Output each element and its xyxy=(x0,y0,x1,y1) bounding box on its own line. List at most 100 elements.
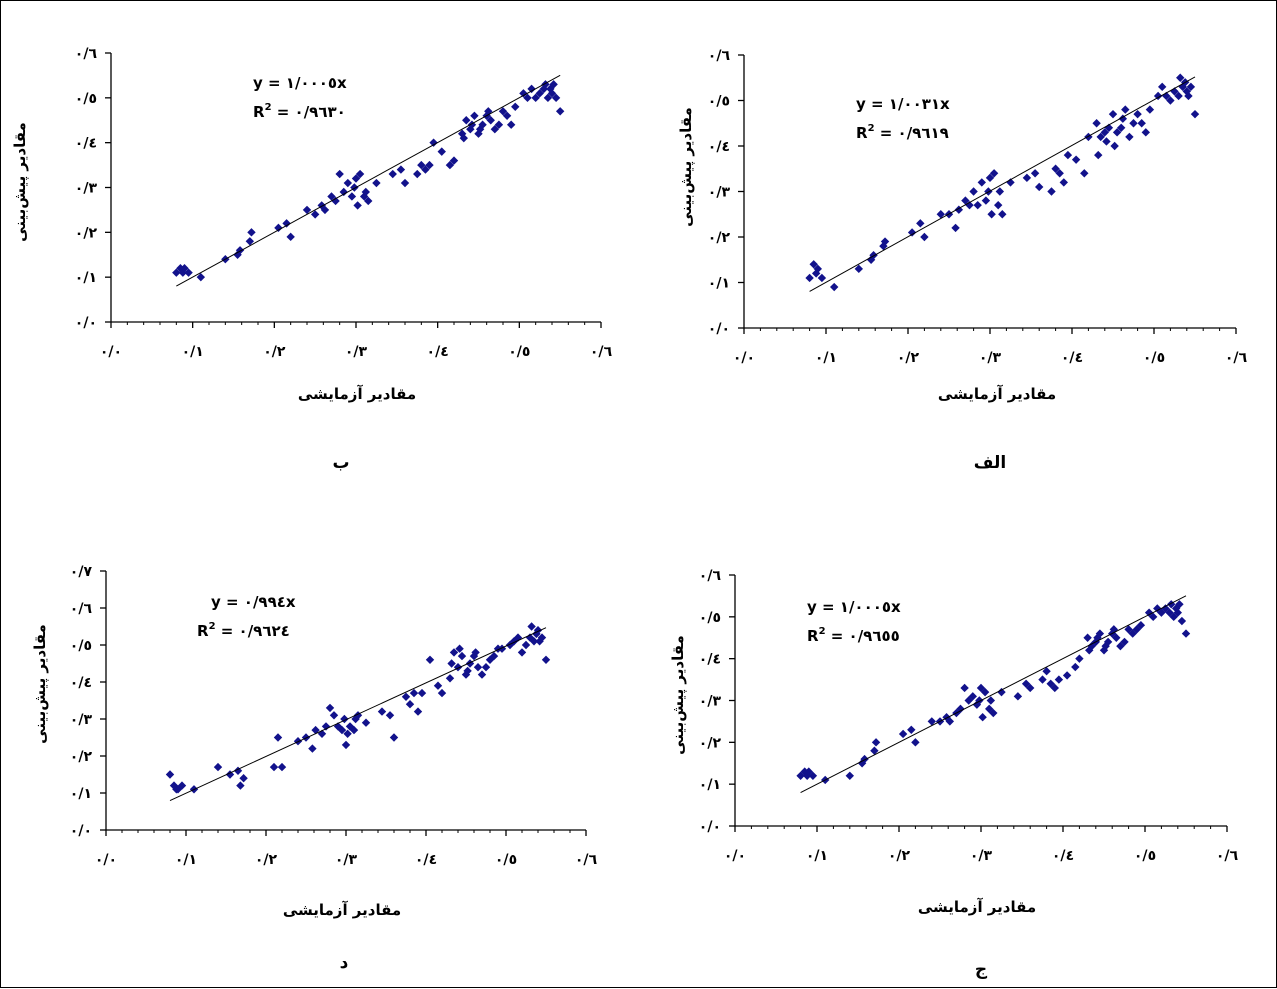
data-point xyxy=(1120,637,1129,647)
data-point xyxy=(421,165,430,174)
data-point xyxy=(502,111,512,120)
data-point xyxy=(1108,109,1118,119)
data-point xyxy=(353,201,362,210)
data-point xyxy=(535,89,544,98)
x-tick-label: ۰/۰ xyxy=(724,848,746,864)
y-tick-label: ۰/۳ xyxy=(708,185,731,201)
data-point xyxy=(1054,675,1064,684)
x-tick-label: ۰/٦ xyxy=(1216,848,1239,864)
chart-jim-svg: ۰/۰ ۰/۱ ۰/۲ ۰/۳ ۰/٤ ۰/٥ ۰/٦ ۰/۰ ۰/۱ ۰/۲ ۰/۳ ۰/٤ ۰/٥ ۰… xyxy=(669,568,1239,980)
y-tick-label: ۰/۰ xyxy=(708,321,730,337)
data-point xyxy=(543,93,553,103)
data-point xyxy=(247,228,256,237)
data-point xyxy=(1171,604,1181,613)
y-tick-label: ۰/۰ xyxy=(699,819,721,835)
data-point xyxy=(1063,150,1073,160)
data-point xyxy=(1075,654,1084,663)
data-point xyxy=(961,196,970,205)
data-point xyxy=(350,183,359,192)
data-point xyxy=(817,273,827,283)
x-tick-label: ۰/۲ xyxy=(897,350,920,366)
x-tick-label: ۰/٥ xyxy=(1134,848,1156,864)
data-point xyxy=(1149,612,1158,622)
x-tick-label: ۰/۲ xyxy=(888,848,911,864)
data-point xyxy=(987,210,996,219)
y-tick-label: ۰/۳ xyxy=(699,694,722,710)
data-point xyxy=(1176,73,1185,82)
data-point xyxy=(1125,132,1134,142)
data-point xyxy=(169,781,179,790)
data-point xyxy=(173,785,183,794)
data-point xyxy=(465,659,475,668)
chart-be-r2-value: = ۰/۹٦۳۰ xyxy=(272,103,346,121)
data-point xyxy=(547,89,557,98)
chart-jim-trendline xyxy=(800,595,1187,793)
y-tick-label: ۰/۱ xyxy=(75,270,97,286)
chart-panel-alef: ۰/۰ ۰/۱ ۰/۲ ۰/۳ ۰/٤ ۰/٥ ۰/٦ ۰/۰ ۰/۱ ۰/۲ ۰/۳ ۰/٤ ۰/٥ ۰… xyxy=(639,1,1277,495)
data-point xyxy=(506,120,516,129)
data-point xyxy=(860,754,869,764)
data-point xyxy=(335,169,344,179)
data-point xyxy=(372,178,381,188)
x-tick-label: ۰/۳ xyxy=(335,852,358,868)
data-point xyxy=(364,196,373,206)
y-tick-label: ۰/۱ xyxy=(70,786,92,802)
chart-dal-xlabel: مقادیر آزمایشی xyxy=(283,901,401,919)
data-point xyxy=(871,738,881,747)
x-tick-label: ۰/۰ xyxy=(733,350,755,366)
data-point xyxy=(898,729,908,739)
chart-dal-r2-exponent: 2 xyxy=(209,621,216,632)
data-point xyxy=(320,205,330,215)
chart-alef-trendline xyxy=(809,76,1196,292)
data-point xyxy=(327,192,336,201)
data-point xyxy=(531,93,540,103)
data-point xyxy=(1093,633,1102,642)
data-point xyxy=(405,700,415,709)
data-point xyxy=(245,237,255,246)
data-point xyxy=(274,223,283,233)
data-point xyxy=(389,733,399,742)
chart-alef-r2-exponent: 2 xyxy=(868,123,875,134)
data-point xyxy=(1190,109,1200,119)
data-point xyxy=(920,232,929,242)
y-tick-label: ۰/۱ xyxy=(708,276,730,292)
data-point xyxy=(907,725,916,734)
data-point xyxy=(539,84,549,94)
chart-alef-xlabel: مقادیر آزمایشی xyxy=(938,385,1056,403)
data-point xyxy=(165,770,175,779)
x-tick-label: ۰/۳ xyxy=(979,350,1002,366)
data-point xyxy=(311,725,320,735)
data-point xyxy=(951,223,960,233)
data-point xyxy=(527,622,536,631)
y-tick-label: ۰/۱ xyxy=(699,777,721,793)
data-point xyxy=(546,84,555,94)
data-point xyxy=(180,264,189,273)
y-tick-label: ۰/٥ xyxy=(70,638,92,654)
chart-dal-trendline xyxy=(169,627,547,802)
data-point xyxy=(965,200,974,210)
chart-be-svg: ۰/۰ ۰/۱ ۰/۲ ۰/۳ ۰/٤ ۰/٥ ۰/٦ ۰/۰ ۰/۱ ۰/۲ ۰/۳ ۰/٤ ۰/٥ ۰… xyxy=(11,46,613,473)
y-tick-label: ۰/۰ xyxy=(75,315,97,331)
chart-dal-r2: R2 = ۰/۹٦۲٤ xyxy=(197,621,290,640)
data-point xyxy=(233,766,243,775)
data-point xyxy=(225,770,235,779)
data-point xyxy=(400,178,410,188)
data-point xyxy=(551,93,561,103)
chart-jim-panel-label: ج xyxy=(975,960,988,980)
data-point xyxy=(511,102,520,111)
data-point xyxy=(177,781,187,790)
data-point xyxy=(396,165,406,174)
chart-dal-svg: ۰/۰ ۰/۱ ۰/۲ ۰/۳ ۰/٤ ۰/٥ ۰/٦ ۰/۰ ۰/۱ ۰/۲ ۰/۳ ۰/٤ ۰/٥ ۰… xyxy=(31,564,598,973)
data-point xyxy=(805,273,814,283)
chart-alef-panel-label: الف xyxy=(974,453,1006,473)
data-point xyxy=(519,89,528,98)
x-tick-label: ۰/۱ xyxy=(175,852,197,868)
data-point xyxy=(433,681,443,690)
data-point xyxy=(1110,141,1119,151)
data-point xyxy=(329,711,339,720)
data-point xyxy=(302,205,312,215)
data-point xyxy=(1035,182,1044,192)
data-point xyxy=(1083,633,1092,642)
data-point xyxy=(956,704,965,714)
